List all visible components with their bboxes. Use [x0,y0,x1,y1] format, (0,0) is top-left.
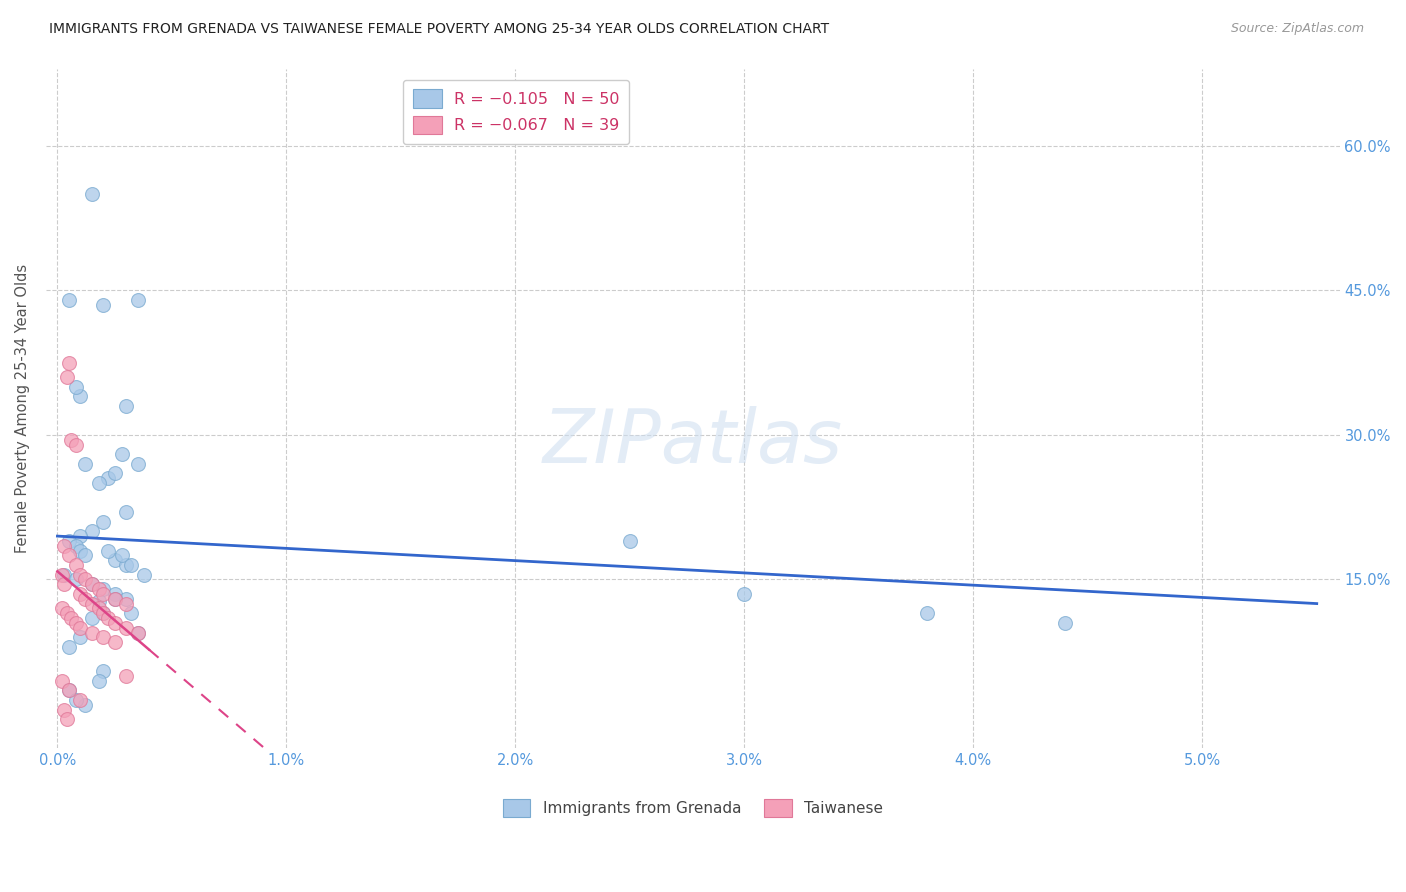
Point [87,476,110,491]
Point [69,587,91,601]
Point [619,533,641,548]
Point [1053,615,1076,630]
Point [55,712,77,726]
Point [53,577,76,591]
Text: Source: ZipAtlas.com: Source: ZipAtlas.com [1230,22,1364,36]
Point [87,673,110,688]
Point [104,587,127,601]
Point [51,567,73,582]
Point [80,577,103,591]
Point [58,640,80,654]
Point [91,606,114,620]
Point [65,693,87,707]
Point [55,370,77,384]
Point [91,630,114,644]
Point [80,524,103,539]
Point [127,625,149,640]
Point [73,698,96,712]
Point [69,543,91,558]
Point [104,591,127,606]
Point [97,471,120,485]
Point [65,615,87,630]
Legend: Immigrants from Grenada, Taiwanese: Immigrants from Grenada, Taiwanese [496,793,889,823]
Text: IMMIGRANTS FROM GRENADA VS TAIWANESE FEMALE POVERTY AMONG 25-34 YEAR OLDS CORREL: IMMIGRANTS FROM GRENADA VS TAIWANESE FEM… [49,22,830,37]
Point [80,186,103,201]
Point [120,606,142,620]
Point [53,703,76,717]
Point [73,549,96,563]
Point [51,601,73,615]
Point [91,582,114,596]
Y-axis label: Female Poverty Among 25-34 Year Olds: Female Poverty Among 25-34 Year Olds [15,264,30,553]
Point [115,591,138,606]
Point [104,467,127,481]
Point [51,673,73,688]
Point [127,457,149,471]
Point [58,549,80,563]
Point [80,577,103,591]
Point [115,597,138,611]
Text: ZIPatlas: ZIPatlas [543,407,842,478]
Point [87,601,110,615]
Point [91,298,114,312]
Point [58,355,80,369]
Point [65,558,87,572]
Point [115,505,138,519]
Point [58,533,80,548]
Point [115,669,138,683]
Point [53,567,76,582]
Point [917,606,939,620]
Point [110,549,132,563]
Point [91,587,114,601]
Point [80,625,103,640]
Point [58,683,80,698]
Point [110,447,132,461]
Point [91,606,114,620]
Point [80,597,103,611]
Point [80,611,103,625]
Point [115,399,138,413]
Point [58,293,80,307]
Point [58,683,80,698]
Point [104,615,127,630]
Point [60,433,83,447]
Point [65,379,87,393]
Point [60,611,83,625]
Point [127,625,149,640]
Point [134,567,156,582]
Point [91,664,114,678]
Point [87,593,110,607]
Point [65,437,87,451]
Point [120,558,142,572]
Point [69,693,91,707]
Point [104,553,127,567]
Point [69,621,91,635]
Point [104,591,127,606]
Point [115,558,138,572]
Point [97,543,120,558]
Point [87,582,110,596]
Point [69,529,91,543]
Point [733,587,755,601]
Point [53,539,76,553]
Point [73,591,96,606]
Point [97,611,120,625]
Point [73,457,96,471]
Point [91,515,114,529]
Point [115,621,138,635]
Point [69,567,91,582]
Point [65,539,87,553]
Point [127,293,149,307]
Point [65,573,87,587]
Point [73,573,96,587]
Point [55,606,77,620]
Point [69,630,91,644]
Point [104,635,127,649]
Point [69,389,91,403]
